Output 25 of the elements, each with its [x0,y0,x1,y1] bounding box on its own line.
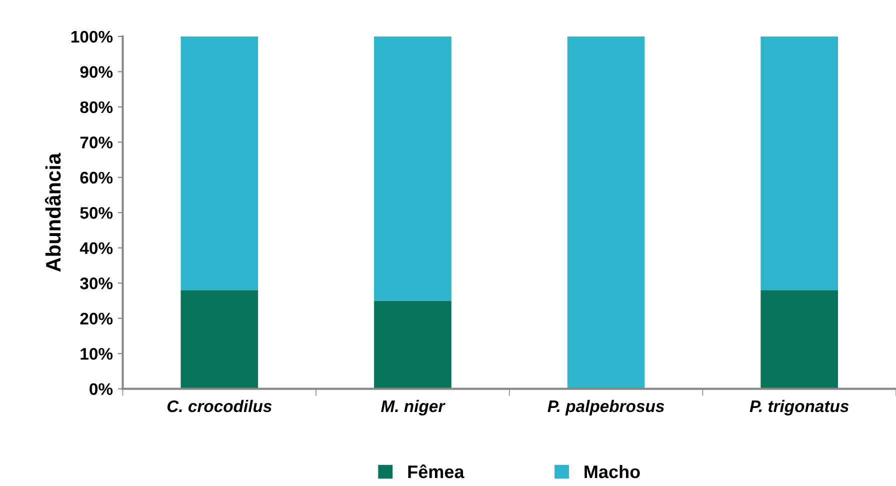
bar [180,290,258,389]
y-tick-label: 50% [80,207,113,219]
y-tick-label: 90% [80,66,113,78]
bar [180,36,258,290]
y-tick-label: 30% [80,277,113,290]
y-tick-label: 80% [80,101,113,114]
bar [374,36,452,301]
x-tick-label: P. palpebrosus [548,400,664,416]
y-axis-title: Abundância [44,152,61,272]
bar [760,290,838,389]
bar [760,36,838,290]
x-tick-label: P. trigonatus [750,400,849,416]
legend-label: Macho [584,464,640,478]
y-tick-label: 40% [80,242,113,254]
x-tick-label: C. crocodilus [167,400,272,412]
bar [567,36,645,389]
bar [374,300,452,389]
y-tick-label: 0% [90,383,113,396]
x-tick-label: M. niger [381,400,446,416]
y-tick-label: 70% [80,136,113,148]
y-tick-label: 10% [80,348,113,360]
y-tick-label: 20% [80,312,113,325]
legend-label: Fêmea [408,464,464,478]
y-tick-label: 100% [71,30,113,43]
y-tick-label: 60% [80,172,113,184]
